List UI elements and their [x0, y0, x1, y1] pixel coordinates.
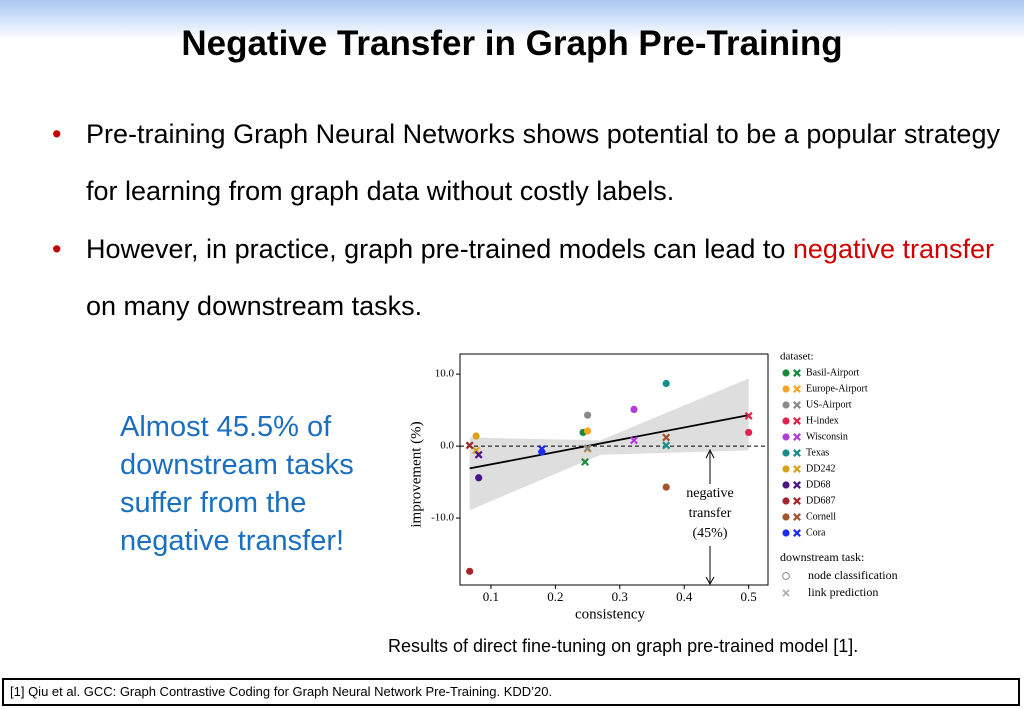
- data-point: [630, 405, 638, 414]
- bullet-text-part: on many downstream tasks.: [86, 291, 423, 321]
- y-tick-label: 0.0: [440, 440, 454, 452]
- data-point: [475, 474, 483, 482]
- x-tick-label: 0.5: [741, 589, 757, 604]
- data-point: [662, 441, 671, 450]
- x-axis-label: consistency: [575, 606, 645, 622]
- legend-label: DD242: [806, 463, 835, 474]
- data-point: [472, 432, 480, 440]
- x-tick-label: 0.4: [676, 589, 693, 604]
- legend-marker: [793, 433, 801, 441]
- legend-label: node classification: [808, 568, 898, 582]
- annotation-text: transfer: [689, 506, 732, 521]
- y-tick-label: 10.0: [435, 368, 455, 380]
- highlight: negative transfer: [792, 234, 995, 264]
- data-point: [581, 457, 589, 466]
- data-point: [745, 428, 753, 437]
- bullet: • Pre-training Graph Neural Networks show…: [52, 106, 1012, 220]
- data-point: [537, 445, 546, 453]
- legend-title: downstream task:: [780, 550, 864, 564]
- legend-marker: [793, 369, 801, 377]
- legend-marker: [782, 449, 790, 457]
- data-point: [629, 436, 638, 445]
- bullet-text: Pre-training Graph Neural Networks shows…: [86, 119, 1000, 206]
- x-tick-label: 0.2: [547, 589, 563, 604]
- legend-label: US-Airport: [806, 399, 852, 410]
- callout: Almost 45.5% of downstream tasks suffer …: [120, 411, 354, 557]
- data-point: [583, 427, 592, 435]
- legend-marker: [782, 433, 790, 441]
- legend-label: Basil-Airport: [806, 367, 860, 378]
- footnote-box: [1] Qiu et al. GCC: Graph Contrastive Co…: [2, 678, 1020, 706]
- legend-marker: [782, 465, 790, 473]
- data-point: [465, 441, 474, 450]
- bullet-text-part: However, in practice, graph pre-trained …: [86, 234, 793, 264]
- data-point: [583, 411, 592, 419]
- legend-label: Wisconsin: [806, 431, 848, 442]
- legend-label: Texas: [806, 447, 829, 458]
- legend-marker: [782, 385, 790, 393]
- legend-label: Europe-Airport: [806, 383, 868, 394]
- legend-marker: [793, 465, 801, 473]
- data-point: [662, 483, 670, 491]
- legend-label: DD687: [806, 495, 835, 506]
- legend-label: DD68: [806, 479, 830, 490]
- legend-marker: [782, 513, 790, 521]
- legend-label: link prediction: [808, 585, 878, 599]
- legend-marker: [793, 529, 801, 537]
- y-tick-label: -10.0: [431, 512, 454, 524]
- bullet-text: However, in practice, graph pre-trained …: [86, 221, 1012, 335]
- legend-marker: [782, 417, 790, 425]
- legend-label: Cora: [806, 527, 826, 538]
- legend-marker: [782, 481, 790, 489]
- legend-marker: [793, 417, 801, 425]
- legend-marker: [782, 369, 790, 377]
- annotation-text: negative: [686, 486, 733, 501]
- legend-marker: [782, 589, 790, 597]
- legend-marker: [782, 572, 790, 580]
- data-point: [662, 379, 670, 388]
- legend-label: Cornell: [806, 511, 836, 522]
- legend-marker: [793, 497, 801, 505]
- y-axis-label: improvement (%): [408, 421, 424, 527]
- data-point: [474, 450, 483, 459]
- footnote: [1] Qiu et al. GCC: Graph Contrastive Co…: [10, 684, 553, 699]
- slide-title: Negative Transfer in Graph Pre-Training: [181, 24, 843, 63]
- data-point: [472, 446, 481, 455]
- legend-label: H-index: [806, 415, 839, 426]
- x-tick-label: 0.3: [612, 589, 628, 604]
- legend-marker: [793, 385, 801, 393]
- legend-marker: [793, 481, 801, 489]
- fit-line: [469, 414, 749, 470]
- confidence-band: [469, 378, 749, 511]
- data-point: [744, 411, 753, 420]
- legend-marker: [793, 449, 801, 457]
- data-point: [662, 433, 671, 442]
- legend-marker: [782, 529, 790, 537]
- legend-marker: [793, 513, 801, 521]
- data-point: [466, 567, 474, 575]
- bullet: • However, in practice, graph pre-trained…: [52, 221, 1012, 335]
- legend-marker: [782, 401, 790, 409]
- annotation-bg: [676, 484, 746, 546]
- annotation-text: (45%): [693, 526, 728, 541]
- legend-marker: [793, 401, 801, 409]
- x-tick-label: 0.1: [483, 589, 499, 604]
- data-point: [583, 444, 592, 453]
- legend-marker: [782, 497, 790, 505]
- caption: Results of direct fine-tuning on graph p…: [388, 636, 859, 656]
- legend-title: dataset:: [780, 351, 814, 363]
